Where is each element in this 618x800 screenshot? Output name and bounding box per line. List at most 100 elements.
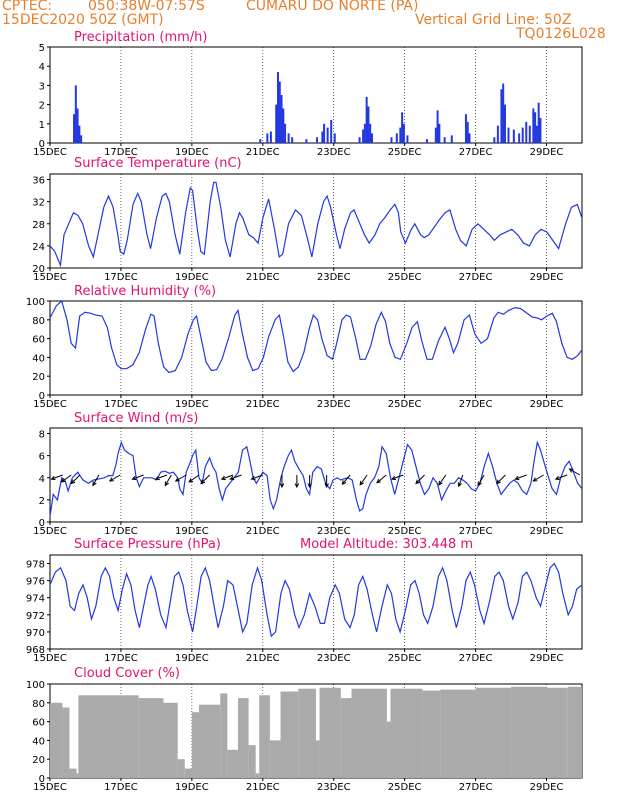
precip-bar (269, 131, 272, 143)
header-coordinates: 050:38W-07:57S (88, 0, 205, 14)
wind-arrow (415, 474, 425, 484)
x-tick-label: 17DEC (104, 653, 138, 664)
panel-2: 20 24 28 32 36 15DEC 17DEC 19DEC 21DEC 23DEC 25DEC… (32, 156, 583, 283)
precip-bar (399, 127, 402, 143)
series-line (49, 440, 583, 517)
wind-arrow-head (50, 475, 56, 481)
panel-3: 0 20 40 60 80 100 15DEC 17DEC 19DEC 21DEC 23DEC 25D… (26, 284, 583, 410)
cloud-bar (78, 695, 139, 778)
y-tick-label: 40 (32, 736, 45, 747)
wind-arrow-head (131, 475, 137, 481)
y-tick-label: 0 (39, 391, 45, 402)
cloud-bar (351, 688, 387, 778)
precip-bar (367, 106, 370, 143)
wind-arrow (458, 474, 464, 487)
wind-arrow-head (390, 475, 397, 481)
panel-frame (49, 300, 583, 396)
panel-5: 968 970 972 974 976 978 15DEC 17DEC 19DEC 21DEC 23… (26, 537, 583, 664)
wind-arrow-head (415, 479, 421, 485)
wind-arrow-head (341, 480, 347, 486)
y-tick-label: 20 (32, 264, 45, 275)
x-tick-label: 25DEC (388, 147, 422, 158)
cloud-bar (237, 698, 249, 778)
cloud-bar (138, 698, 164, 778)
panel-annotation: Model Altitude: 303.448 m (300, 537, 473, 552)
panel-frame (49, 173, 583, 269)
x-tick-label: 17DEC (104, 147, 138, 158)
panel-6: 0 20 40 60 80 100 15DEC 17DEC 19DEC 21DEC 23DEC 25D… (26, 666, 583, 793)
precip-bar (402, 123, 405, 143)
precip-bar (369, 123, 372, 143)
wind-arrow-head (568, 468, 574, 473)
wind-arrow (230, 474, 242, 480)
wind-arrow (109, 474, 121, 482)
series-line (49, 299, 583, 374)
precip-bar (406, 135, 409, 143)
panel-title: Surface Temperature (nC) (74, 156, 242, 171)
header-date: 15DEC2020 50Z (GMT) (2, 12, 164, 28)
x-tick-label: 15DEC (33, 526, 67, 537)
precip-bar (512, 129, 515, 143)
x-tick-label: 25DEC (388, 399, 422, 410)
y-tick-label: 3 (39, 81, 45, 92)
x-tick-label: 15DEC (33, 147, 67, 158)
y-tick-label: 60 (32, 718, 45, 729)
header-grid-note: Vertical Grid Line: 50Z (415, 12, 572, 28)
x-tick-label: 19DEC (175, 653, 209, 664)
y-tick-label: 28 (32, 220, 45, 231)
precip-bar (532, 108, 535, 143)
series-line (49, 562, 583, 638)
precip-bar (535, 125, 538, 143)
wind-arrow (569, 468, 581, 476)
x-tick-label: 19DEC (175, 782, 209, 793)
precip-bar (503, 104, 506, 143)
wind-arrow-head (70, 479, 76, 485)
precip-bar (330, 119, 333, 143)
precip-bar (276, 71, 279, 143)
wind-arrow-head (359, 480, 364, 486)
x-tick-label: 17DEC (104, 526, 138, 537)
cloud-bar (177, 759, 185, 778)
cloud-bar (340, 698, 352, 778)
y-tick-label: 20 (32, 372, 45, 383)
precip-bar (518, 133, 521, 143)
precip-bar (438, 123, 441, 143)
series-line (49, 181, 583, 268)
precip-bar (528, 125, 531, 143)
wind-arrow (438, 474, 447, 486)
wind-arrow (221, 474, 234, 480)
y-tick-label: 1 (39, 120, 45, 131)
cloud-bar (255, 773, 260, 778)
precip-bar (466, 121, 469, 143)
precip-bar (450, 135, 453, 143)
cloud-bar (440, 689, 476, 778)
cloud-bar (184, 768, 192, 778)
cloud-bar (50, 702, 63, 778)
y-tick-label: 0 (39, 139, 45, 150)
wind-arrow (164, 474, 172, 486)
y-tick-label: 970 (26, 628, 45, 639)
wind-arrow (341, 474, 351, 485)
precip-bar (275, 104, 278, 143)
precip-bar (74, 85, 77, 143)
y-tick-label: 0 (39, 518, 45, 529)
wind-arrow-head (279, 483, 285, 489)
panel-title: Relative Humidity (%) (74, 284, 216, 299)
precip-bar (333, 133, 336, 143)
cloud-bar (386, 721, 391, 778)
precip-bar (434, 127, 437, 143)
y-tick-label: 972 (26, 611, 45, 622)
panel-title: Surface Pressure (hPa) (74, 537, 221, 552)
wind-arrow (155, 474, 168, 480)
wind-arrow-head (294, 483, 300, 489)
wind-arrow (376, 474, 387, 484)
wind-arrow-head (188, 478, 194, 483)
wind-arrow-head (477, 481, 482, 487)
y-tick-label: 4 (39, 62, 45, 73)
wind-arrow-head (154, 475, 160, 481)
x-tick-label: 25DEC (388, 272, 422, 283)
x-tick-label: 23DEC (317, 272, 351, 283)
precip-bar (363, 123, 366, 143)
precip-bar (78, 125, 81, 143)
cloud-bar (298, 688, 316, 778)
